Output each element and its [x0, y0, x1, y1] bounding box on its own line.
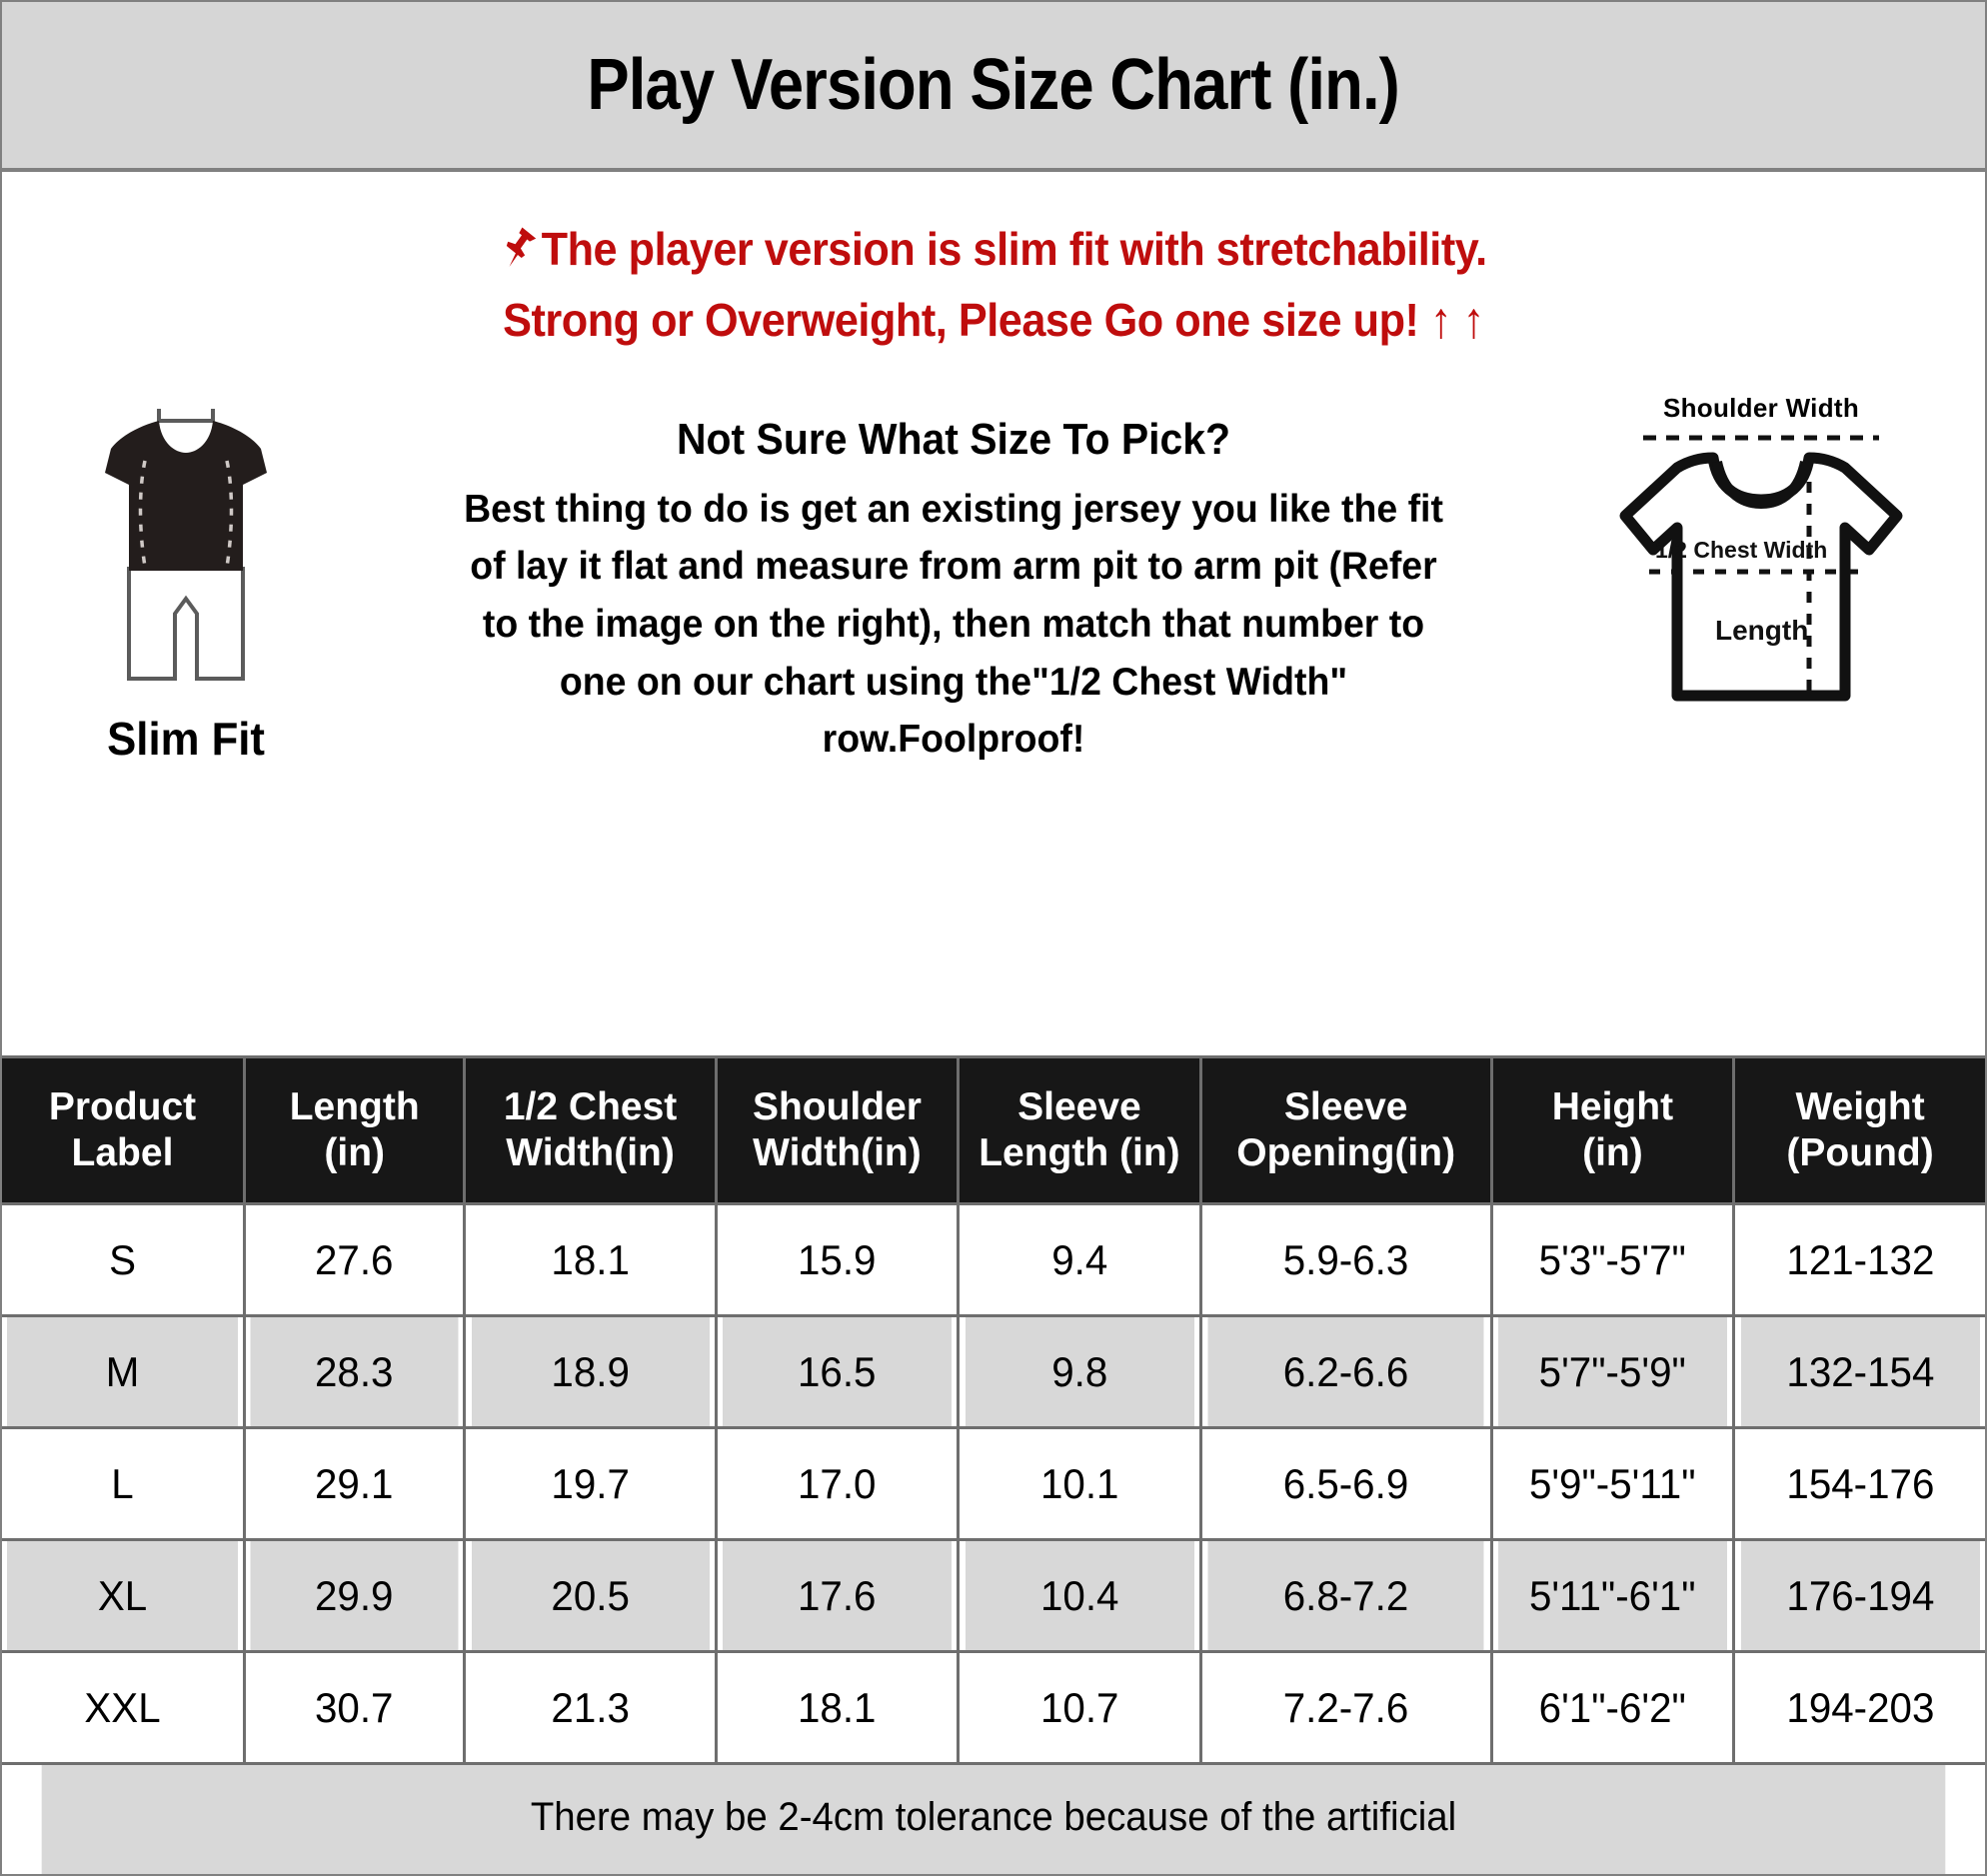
tshirt-measurement-icon: 1/2 Chest Width Length: [1591, 424, 1931, 711]
cell-shoulder-width: 15.9: [721, 1203, 956, 1317]
cell-size-label: S: [6, 1203, 242, 1317]
table-row: S 27.6 18.1 15.9 9.4 5.9-6.3 5'3"-5'7" 1…: [2, 1203, 1985, 1317]
arrow-up-icon: ↑: [1430, 291, 1452, 349]
notice-line-2: Strong or Overweight, Please Go one size…: [62, 285, 1926, 356]
cell-sleeve-length: 10.7: [963, 1651, 1197, 1765]
cell-half-chest-width: 20.5: [469, 1539, 713, 1653]
col-header-product-label: Product Label: [2, 1054, 246, 1206]
col-header-half-chest-width: 1/2 Chest Width(in): [464, 1054, 718, 1206]
tshirt-diagram-block: Shoulder Width 1/2 Chest Width Length: [1571, 389, 1951, 711]
cell-weight: 132-154: [1738, 1315, 1980, 1429]
cell-length: 30.7: [248, 1651, 462, 1765]
cell-shoulder-width: 16.5: [721, 1315, 956, 1429]
slim-fit-block: Slim Fit: [36, 389, 336, 766]
size-table-body: S 27.6 18.1 15.9 9.4 5.9-6.3 5'3"-5'7" 1…: [2, 1203, 1985, 1765]
cell-size-label: L: [6, 1427, 242, 1541]
table-row: M 28.3 18.9 16.5 9.8 6.2-6.6 5'7"-5'9" 1…: [2, 1315, 1985, 1429]
cell-sleeve-opening: 6.2-6.6: [1206, 1315, 1487, 1429]
cell-weight: 154-176: [1738, 1427, 1980, 1541]
notice-line-1: The player version is slim fit with stre…: [62, 214, 1926, 285]
cell-height: 5'3"-5'7": [1496, 1203, 1731, 1317]
size-table-wrap: Product Label Length (in) 1/2 Chest Widt…: [2, 1054, 1985, 1874]
cell-size-label: M: [6, 1315, 242, 1429]
cell-shoulder-width: 18.1: [721, 1651, 956, 1765]
cell-sleeve-length: 10.1: [963, 1427, 1197, 1541]
size-table: Product Label Length (in) 1/2 Chest Widt…: [2, 1054, 1985, 1765]
notice-block: The player version is slim fit with stre…: [2, 172, 1985, 367]
cell-sleeve-opening: 7.2-7.6: [1206, 1651, 1487, 1765]
size-help-body: Best thing to do is get an existing jers…: [464, 487, 1443, 762]
slim-fit-label: Slim Fit: [107, 712, 265, 765]
table-row: XL 29.9 20.5 17.6 10.4 6.8-7.2 5'11"-6'1…: [2, 1539, 1985, 1653]
col-header-sleeve-opening: Sleeve Opening(in): [1200, 1054, 1493, 1206]
col-header-height: Height (in): [1491, 1054, 1736, 1206]
cell-length: 29.9: [248, 1539, 462, 1653]
size-table-head: Product Label Length (in) 1/2 Chest Widt…: [2, 1054, 1985, 1206]
cell-weight: 194-203: [1738, 1651, 1980, 1765]
notice-text-2: Strong or Overweight, Please Go one size…: [503, 294, 1419, 347]
info-section: Slim Fit Not Sure What Size To Pick? Bes…: [2, 367, 1985, 1055]
svg-text:1/2 Chest Width: 1/2 Chest Width: [1655, 537, 1827, 563]
pushpin-icon: [496, 217, 546, 291]
notice-text-1: The player version is slim fit with stre…: [541, 223, 1487, 275]
title-bar: Play Version Size Chart (in.): [2, 2, 1985, 172]
cell-sleeve-opening: 5.9-6.3: [1206, 1203, 1487, 1317]
size-help-heading: Not Sure What Size To Pick?: [676, 414, 1230, 464]
cell-weight: 176-194: [1738, 1539, 1980, 1653]
cell-height: 5'9"-5'11": [1496, 1427, 1731, 1541]
col-header-shoulder-width: Shoulder Width(in): [716, 1054, 961, 1206]
cell-shoulder-width: 17.0: [721, 1427, 956, 1541]
svg-text:Length: Length: [1715, 615, 1808, 646]
tolerance-note: There may be 2-4cm tolerance because of …: [41, 1765, 1946, 1874]
col-header-length: Length (in): [244, 1054, 467, 1206]
cell-half-chest-width: 18.9: [469, 1315, 713, 1429]
col-header-weight: Weight (Pound): [1733, 1054, 1985, 1206]
cell-height: 5'11"-6'1": [1496, 1539, 1731, 1653]
cell-length: 29.1: [248, 1427, 462, 1541]
cell-sleeve-length: 9.8: [963, 1315, 1197, 1429]
cell-half-chest-width: 19.7: [469, 1427, 713, 1541]
cell-shoulder-width: 17.6: [721, 1539, 956, 1653]
cell-length: 27.6: [248, 1203, 462, 1317]
cell-length: 28.3: [248, 1315, 462, 1429]
table-row: L 29.1 19.7 17.0 10.1 6.5-6.9 5'9"-5'11"…: [2, 1427, 1985, 1541]
cell-sleeve-length: 10.4: [963, 1539, 1197, 1653]
cell-size-label: XL: [6, 1539, 242, 1653]
cell-sleeve-opening: 6.5-6.9: [1206, 1427, 1487, 1541]
cell-half-chest-width: 18.1: [469, 1203, 713, 1317]
cell-weight: 121-132: [1738, 1203, 1980, 1317]
cell-sleeve-length: 9.4: [963, 1203, 1197, 1317]
shoulder-width-label: Shoulder Width: [1662, 392, 1860, 423]
cell-sleeve-opening: 6.8-7.2: [1206, 1539, 1487, 1653]
slim-fit-jersey-icon: [71, 399, 301, 704]
cell-size-label: XXL: [6, 1651, 242, 1765]
cell-height: 5'7"-5'9": [1496, 1315, 1731, 1429]
table-row: XXL 30.7 21.3 18.1 10.7 7.2-7.6 6'1"-6'2…: [2, 1651, 1985, 1765]
size-help-copy: Not Sure What Size To Pick? Best thing t…: [409, 389, 1498, 770]
cell-half-chest-width: 21.3: [469, 1651, 713, 1765]
arrow-up-icon: ↑: [1462, 291, 1485, 349]
col-header-sleeve-length: Sleeve Length (in): [958, 1054, 1202, 1206]
page-title: Play Version Size Chart (in.): [587, 45, 1400, 125]
cell-height: 6'1"-6'2": [1496, 1651, 1731, 1765]
header-row: Product Label Length (in) 1/2 Chest Widt…: [2, 1054, 1985, 1206]
